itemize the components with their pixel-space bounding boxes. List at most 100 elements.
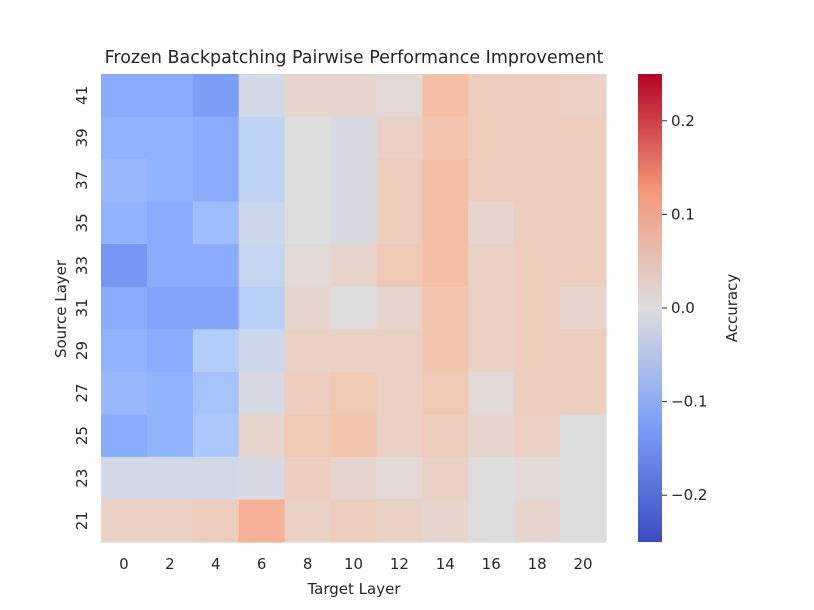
heatmap-cell-src37-tgt16 bbox=[468, 159, 515, 203]
heatmap-cell-src39-tgt20 bbox=[560, 116, 607, 160]
heatmap-cell-src21-tgt16 bbox=[468, 499, 515, 543]
y-axis-label: Source Layer bbox=[52, 259, 70, 358]
heatmap-cell-src41-tgt10 bbox=[330, 74, 378, 118]
heatmap-cell-src37-tgt14 bbox=[422, 159, 469, 203]
heatmap-cell-src27-tgt6 bbox=[238, 371, 286, 415]
heatmap-cell-src33-tgt8 bbox=[284, 244, 332, 288]
heatmap-cell-src41-tgt20 bbox=[560, 74, 607, 118]
heatmap-cell-src33-tgt0 bbox=[101, 244, 148, 288]
heatmap-cell-src21-tgt10 bbox=[330, 499, 378, 543]
heatmap-cell-src25-tgt16 bbox=[468, 414, 515, 458]
heatmap-cell-src23-tgt0 bbox=[101, 456, 148, 501]
y-tick-label: 21 bbox=[73, 511, 91, 530]
heatmap-cell-src33-tgt16 bbox=[468, 244, 515, 288]
x-axis-label: Target Layer bbox=[307, 580, 402, 598]
heatmap-cell-src35-tgt14 bbox=[422, 201, 469, 245]
heatmap-cell-src39-tgt12 bbox=[376, 116, 423, 160]
colorbar-tick-label: −0.2 bbox=[671, 486, 707, 504]
heatmap-cell-src41-tgt8 bbox=[284, 74, 332, 118]
colorbar-tick-label: 0.1 bbox=[671, 205, 695, 223]
heatmap-cell-src21-tgt18 bbox=[514, 499, 561, 543]
heatmap-cell-src25-tgt6 bbox=[238, 414, 286, 458]
heatmap-cell-src33-tgt14 bbox=[422, 244, 469, 288]
heatmap-cell-src29-tgt4 bbox=[192, 329, 240, 373]
heatmap-cell-src37-tgt4 bbox=[192, 159, 240, 203]
heatmap-cell-src27-tgt12 bbox=[376, 371, 423, 415]
heatmap-cell-src33-tgt20 bbox=[560, 244, 607, 288]
x-tick-label: 14 bbox=[436, 555, 455, 573]
x-tick-label: 10 bbox=[344, 555, 363, 573]
heatmap-cell-src21-tgt2 bbox=[146, 499, 194, 543]
heatmap-cell-src35-tgt2 bbox=[146, 201, 194, 245]
colorbar-tick-label: −0.1 bbox=[671, 393, 707, 411]
heatmap-cell-src33-tgt10 bbox=[330, 244, 378, 288]
heatmap-cell-src21-tgt8 bbox=[284, 499, 332, 543]
heatmap-cell-src27-tgt10 bbox=[330, 371, 378, 415]
heatmap-cell-src37-tgt20 bbox=[560, 159, 607, 203]
heatmap-cell-src41-tgt14 bbox=[422, 74, 469, 118]
heatmap-cell-src31-tgt10 bbox=[330, 286, 378, 330]
y-tick-label: 23 bbox=[73, 469, 91, 488]
heatmap-cell-src29-tgt2 bbox=[146, 329, 194, 373]
heatmap-cell-src29-tgt12 bbox=[376, 329, 423, 373]
colorbar-ticks: 0.2 0.1 0.0 −0.1 −0.2 bbox=[662, 112, 707, 504]
heatmap-cell-src31-tgt18 bbox=[514, 286, 561, 330]
heatmap-cell-src31-tgt16 bbox=[468, 286, 515, 330]
heatmap-cell-src41-tgt2 bbox=[146, 74, 194, 118]
heatmap-cell-src33-tgt18 bbox=[514, 244, 561, 288]
x-tick-label: 8 bbox=[303, 555, 313, 573]
y-tick-label: 39 bbox=[73, 128, 91, 147]
heatmap-cell-src23-tgt4 bbox=[192, 456, 240, 501]
colorbar-gradient bbox=[638, 74, 662, 542]
heatmap-cell-src23-tgt14 bbox=[422, 456, 469, 501]
y-tick-label: 35 bbox=[73, 213, 91, 232]
heatmap-cell-src35-tgt8 bbox=[284, 201, 332, 245]
heatmap-cell-src23-tgt6 bbox=[238, 456, 286, 501]
heatmap-cell-src31-tgt8 bbox=[284, 286, 332, 330]
chart-title: Frozen Backpatching Pairwise Performance… bbox=[105, 48, 604, 68]
colorbar-tick-label: 0.0 bbox=[671, 299, 695, 317]
y-tick-label: 31 bbox=[73, 298, 91, 317]
heatmap-cell-src39-tgt6 bbox=[238, 116, 286, 160]
heatmap-cell-src39-tgt16 bbox=[468, 116, 515, 160]
heatmap-cell-src23-tgt12 bbox=[376, 456, 423, 501]
heatmap-cell-src39-tgt14 bbox=[422, 116, 469, 160]
heatmap-cell-src29-tgt16 bbox=[468, 329, 515, 373]
heatmap-cell-src41-tgt16 bbox=[468, 74, 515, 118]
heatmap-cell-src23-tgt18 bbox=[514, 456, 561, 501]
heatmap-cell-src37-tgt10 bbox=[330, 159, 378, 203]
heatmap-cell-src21-tgt6 bbox=[238, 499, 286, 543]
heatmap-cell-src23-tgt10 bbox=[330, 456, 378, 501]
x-tick-label: 6 bbox=[257, 555, 267, 573]
y-tick-label: 27 bbox=[73, 384, 91, 403]
heatmap-cells bbox=[101, 74, 607, 543]
heatmap-cell-src33-tgt6 bbox=[238, 244, 286, 288]
heatmap-cell-src23-tgt8 bbox=[284, 456, 332, 501]
heatmap-cell-src27-tgt2 bbox=[146, 371, 194, 415]
heatmap-cell-src29-tgt14 bbox=[422, 329, 469, 373]
heatmap-cell-src39-tgt0 bbox=[101, 116, 148, 160]
heatmap-cell-src41-tgt6 bbox=[238, 74, 286, 118]
x-tick-label: 12 bbox=[390, 555, 409, 573]
heatmap-cell-src31-tgt14 bbox=[422, 286, 469, 330]
heatmap-cell-src25-tgt14 bbox=[422, 414, 469, 458]
heatmap-cell-src27-tgt18 bbox=[514, 371, 561, 415]
x-tick-label: 2 bbox=[165, 555, 175, 573]
heatmap-cell-src29-tgt10 bbox=[330, 329, 378, 373]
heatmap-cell-src35-tgt18 bbox=[514, 201, 561, 245]
heatmap-cell-src23-tgt16 bbox=[468, 456, 515, 501]
x-tick-labels: 0 2 4 6 8 10 12 14 16 18 20 bbox=[119, 555, 592, 573]
heatmap-cell-src37-tgt12 bbox=[376, 159, 423, 203]
y-tick-label: 25 bbox=[73, 426, 91, 445]
heatmap-cell-src25-tgt2 bbox=[146, 414, 194, 458]
heatmap-cell-src27-tgt20 bbox=[560, 371, 607, 415]
heatmap-cell-src27-tgt0 bbox=[101, 371, 148, 415]
heatmap-cell-src25-tgt12 bbox=[376, 414, 423, 458]
heatmap-cell-src33-tgt12 bbox=[376, 244, 423, 288]
y-tick-label: 33 bbox=[73, 256, 91, 275]
x-tick-label: 20 bbox=[574, 555, 593, 573]
heatmap-cell-src21-tgt12 bbox=[376, 499, 423, 543]
y-tick-label: 41 bbox=[73, 86, 91, 105]
heatmap-cell-src25-tgt8 bbox=[284, 414, 332, 458]
